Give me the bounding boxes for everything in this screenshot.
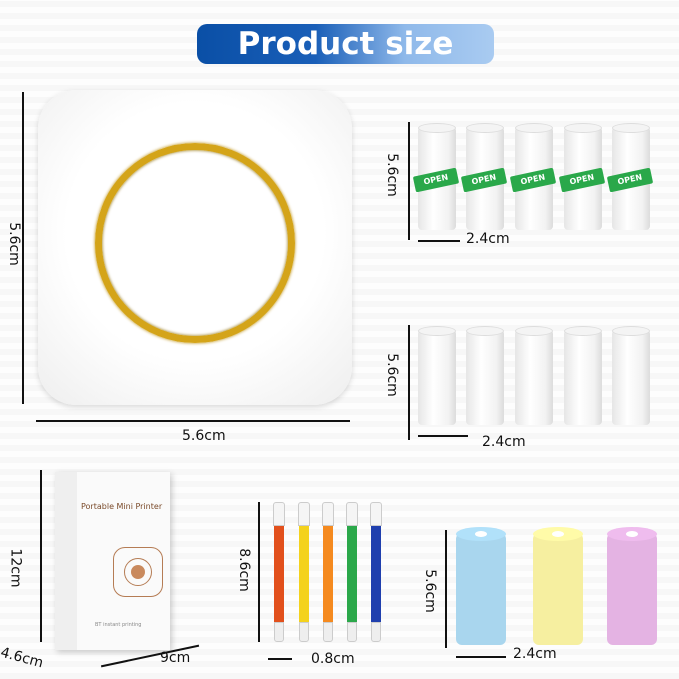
dimension-arrow bbox=[445, 530, 447, 648]
pen-length-label: 8.6cm bbox=[235, 548, 252, 592]
pen-width-label: 0.8cm bbox=[311, 651, 355, 667]
labeled-roll-height-label: 5.6cm bbox=[383, 153, 400, 197]
dimension-arrow bbox=[456, 656, 506, 658]
printer-width-label: 5.6cm bbox=[182, 428, 226, 444]
open-label: OPEN bbox=[558, 167, 606, 193]
printer-height-label: 5.6cm bbox=[5, 222, 22, 266]
product-box: Portable Mini Printer BT instant printin… bbox=[55, 472, 170, 650]
open-label: OPEN bbox=[460, 167, 508, 193]
dimension-arrow bbox=[408, 325, 410, 440]
plain-roll-height-label: 5.6cm bbox=[383, 353, 400, 397]
dimension-arrow bbox=[418, 435, 468, 437]
printer-logo-icon bbox=[113, 547, 163, 597]
dimension-arrow bbox=[40, 470, 42, 642]
plain-roll-width-label: 2.4cm bbox=[482, 434, 526, 450]
gold-ring bbox=[95, 143, 295, 343]
labeled-roll-width-label: 2.4cm bbox=[466, 231, 510, 247]
box-brand-text: Portable Mini Printer bbox=[81, 502, 163, 511]
open-label: OPEN bbox=[606, 167, 654, 193]
dimension-arrow bbox=[408, 122, 410, 240]
box-bottom-text: BT instant printing bbox=[95, 622, 142, 628]
dimension-arrow bbox=[36, 420, 350, 422]
open-label: OPEN bbox=[509, 167, 557, 193]
color-roll-width-label: 2.4cm bbox=[513, 646, 557, 662]
dimension-arrow bbox=[22, 92, 24, 404]
page-title: Product size bbox=[197, 24, 494, 64]
box-depth-label: 4.6cm bbox=[0, 644, 45, 672]
dimension-arrow bbox=[268, 658, 292, 660]
dimension-arrow bbox=[418, 240, 460, 242]
open-label: OPEN bbox=[412, 167, 460, 193]
box-width-label: 9cm bbox=[160, 650, 191, 666]
box-height-label: 12cm bbox=[7, 548, 24, 588]
color-roll-height-label: 5.6cm bbox=[421, 569, 438, 613]
dimension-arrow bbox=[258, 502, 260, 642]
